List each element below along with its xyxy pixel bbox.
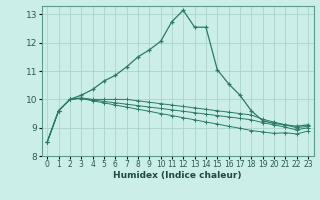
X-axis label: Humidex (Indice chaleur): Humidex (Indice chaleur) — [113, 171, 242, 180]
